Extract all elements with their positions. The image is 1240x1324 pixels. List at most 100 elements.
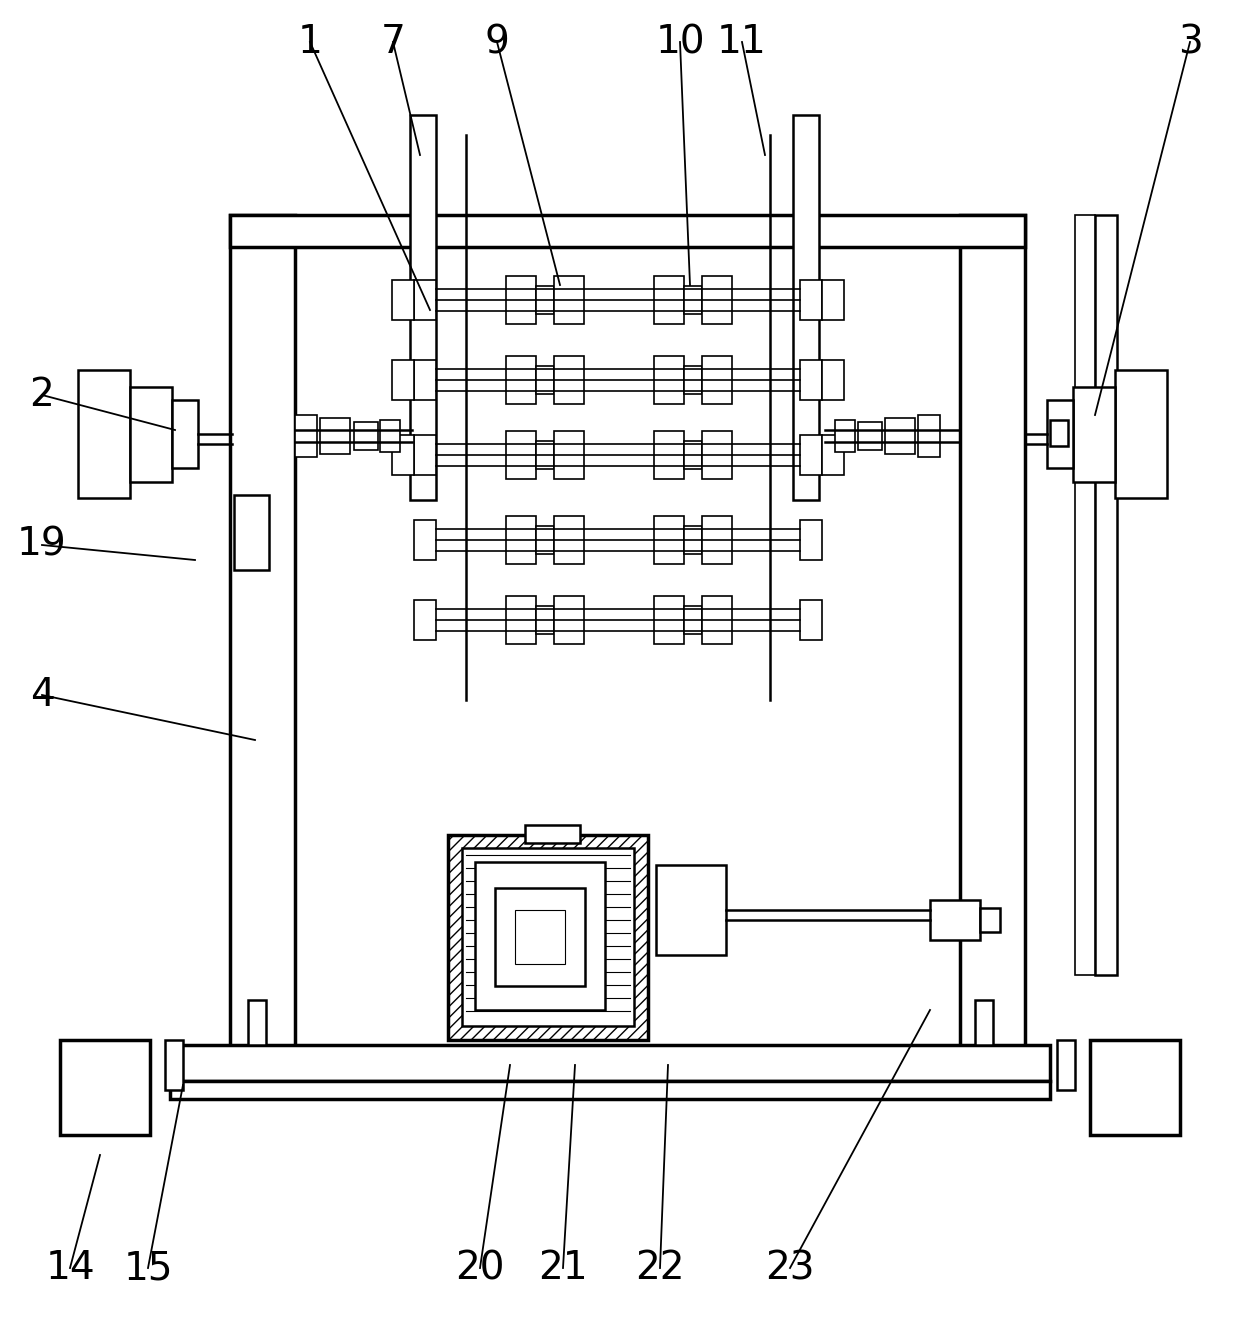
Bar [229, 214, 1025, 248]
Bar [410, 115, 436, 500]
Bar [234, 495, 269, 571]
Bar [554, 516, 584, 564]
Bar [653, 356, 684, 404]
Bar [702, 432, 732, 479]
Text: 15: 15 [123, 1249, 172, 1287]
Bar [1075, 214, 1095, 974]
Text: 20: 20 [455, 1249, 505, 1287]
Bar [248, 1000, 267, 1045]
Bar [835, 420, 856, 451]
Bar [702, 275, 732, 324]
Bar [229, 214, 295, 1070]
Bar [656, 865, 725, 955]
Bar [172, 400, 198, 467]
Bar [885, 418, 915, 454]
Bar [554, 275, 584, 324]
Bar [379, 420, 401, 451]
Bar [794, 115, 818, 500]
Bar [506, 596, 536, 643]
Text: 9: 9 [485, 23, 510, 61]
Bar [975, 1000, 993, 1045]
Bar [475, 862, 605, 1010]
Bar [980, 908, 999, 932]
Bar [822, 436, 844, 475]
Bar [165, 1039, 184, 1090]
Bar [702, 516, 732, 564]
Bar [414, 279, 436, 320]
Text: 22: 22 [635, 1249, 684, 1287]
Bar [78, 369, 130, 498]
Bar [536, 606, 554, 634]
Bar [536, 441, 554, 469]
Bar [1115, 369, 1167, 498]
Text: 10: 10 [655, 23, 704, 61]
Bar [506, 356, 536, 404]
Text: 14: 14 [45, 1249, 94, 1287]
Bar [800, 360, 822, 400]
Bar [392, 279, 414, 320]
Text: 21: 21 [538, 1249, 588, 1287]
Bar [1047, 400, 1073, 467]
Bar [392, 360, 414, 400]
Bar [1056, 1039, 1075, 1090]
Text: 19: 19 [17, 526, 67, 564]
Bar [536, 365, 554, 395]
Text: 2: 2 [30, 376, 55, 414]
Bar [653, 596, 684, 643]
Bar [858, 422, 882, 450]
Bar [414, 600, 436, 639]
Bar [414, 520, 436, 560]
Bar [414, 436, 436, 475]
Bar [822, 360, 844, 400]
Bar [800, 279, 822, 320]
Bar [1073, 387, 1115, 482]
Bar [130, 387, 172, 482]
Bar [930, 900, 980, 940]
Bar [684, 286, 702, 314]
Bar [1050, 420, 1068, 446]
Bar [295, 414, 317, 457]
Bar [495, 888, 585, 986]
Bar [702, 596, 732, 643]
Bar [653, 516, 684, 564]
Bar [536, 526, 554, 553]
Bar [684, 606, 702, 634]
Bar [463, 847, 634, 1026]
Bar [414, 360, 436, 400]
Bar [822, 279, 844, 320]
Bar [653, 275, 684, 324]
Text: 11: 11 [717, 23, 766, 61]
Bar [554, 596, 584, 643]
Bar [506, 432, 536, 479]
Bar [170, 1080, 1050, 1099]
Bar [448, 835, 649, 1039]
Bar [1090, 1039, 1180, 1135]
Bar [960, 214, 1025, 1070]
Bar [684, 526, 702, 553]
Bar [554, 356, 584, 404]
Bar [800, 600, 822, 639]
Bar [554, 432, 584, 479]
Bar [1095, 214, 1117, 974]
Bar [684, 441, 702, 469]
Bar [684, 365, 702, 395]
Bar [525, 825, 580, 843]
Bar [170, 1045, 1050, 1080]
Bar [506, 516, 536, 564]
Text: 7: 7 [381, 23, 405, 61]
Bar [918, 414, 940, 457]
Bar [353, 422, 378, 450]
Text: 4: 4 [30, 677, 55, 714]
Bar [800, 436, 822, 475]
Bar [800, 520, 822, 560]
Bar [60, 1039, 150, 1135]
Text: 3: 3 [1178, 23, 1203, 61]
Bar [702, 356, 732, 404]
Bar [320, 418, 350, 454]
Text: 1: 1 [298, 23, 322, 61]
Bar [515, 910, 565, 964]
Text: 23: 23 [765, 1249, 815, 1287]
Bar [536, 286, 554, 314]
Bar [653, 432, 684, 479]
Bar [392, 436, 414, 475]
